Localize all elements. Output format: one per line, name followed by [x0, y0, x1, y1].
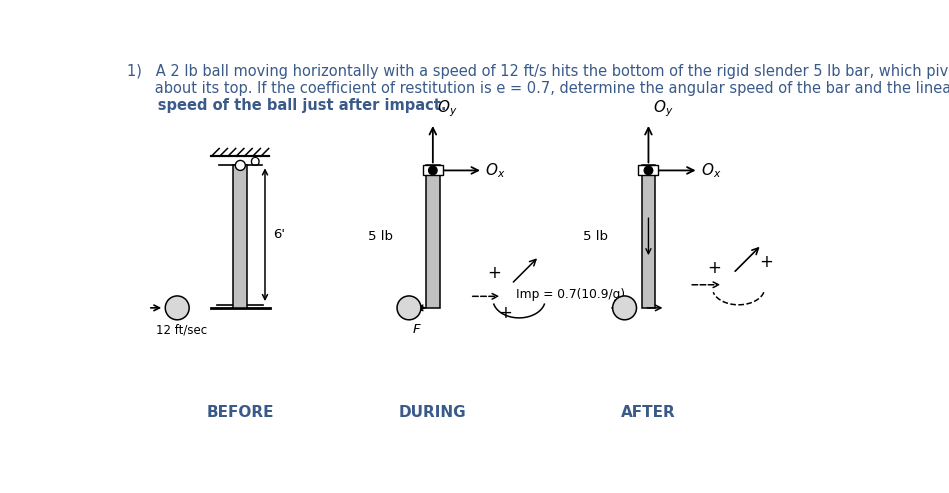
- Text: speed of the ball just after impact.: speed of the ball just after impact.: [127, 98, 447, 113]
- Bar: [639, 166, 659, 176]
- Bar: [233, 166, 248, 308]
- Text: +: +: [488, 264, 501, 282]
- Text: O: O: [250, 156, 260, 169]
- Text: +: +: [759, 253, 773, 271]
- Text: $O_x$: $O_x$: [485, 161, 506, 180]
- Text: 1)   A 2 lb ball moving horizontally with a speed of 12 ft/s hits the bottom of : 1) A 2 lb ball moving horizontally with …: [127, 64, 949, 79]
- Circle shape: [644, 166, 653, 175]
- Circle shape: [613, 296, 637, 320]
- Bar: [426, 166, 439, 308]
- Text: +: +: [498, 304, 512, 322]
- Text: Imp = 0.7(10.9/g): Imp = 0.7(10.9/g): [516, 288, 625, 301]
- Bar: [423, 166, 443, 176]
- Text: +: +: [707, 259, 721, 277]
- Bar: [642, 166, 656, 308]
- Circle shape: [165, 296, 189, 320]
- Text: 5 lb: 5 lb: [584, 230, 608, 243]
- Text: $O_y$: $O_y$: [653, 99, 674, 119]
- Text: DURING: DURING: [399, 405, 467, 420]
- Text: $O_y$: $O_y$: [437, 99, 457, 119]
- Circle shape: [235, 160, 246, 171]
- Text: 5 lb: 5 lb: [368, 230, 393, 243]
- Text: BEFORE: BEFORE: [207, 405, 274, 420]
- Circle shape: [429, 166, 437, 175]
- Text: 6': 6': [272, 228, 285, 241]
- Text: AFTER: AFTER: [621, 405, 676, 420]
- Text: about its top. If the coefficient of restitution is e = 0.7, determine the angul: about its top. If the coefficient of res…: [127, 81, 949, 96]
- Circle shape: [397, 296, 421, 320]
- Text: $F$: $F$: [412, 323, 422, 336]
- Text: 12 ft/sec: 12 ft/sec: [156, 323, 207, 336]
- Text: $O_x$: $O_x$: [700, 161, 721, 180]
